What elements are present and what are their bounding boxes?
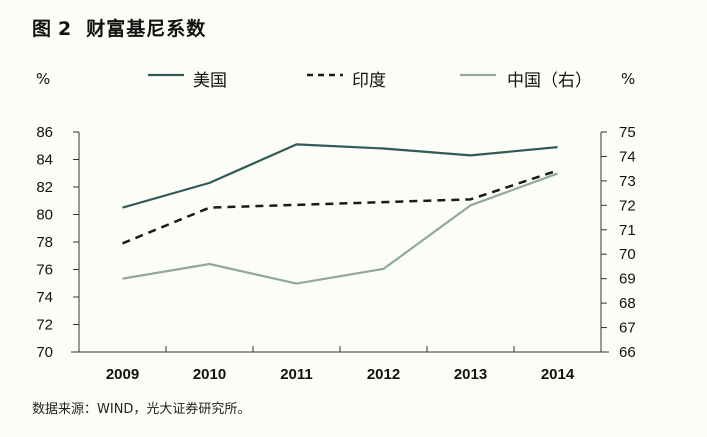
series-line-1	[122, 169, 558, 245]
right-axis-tick-label: 68	[619, 295, 636, 312]
x-axis-tick-label: 2011	[280, 366, 313, 383]
left-axis-tick-label: 82	[36, 179, 53, 196]
right-axis-tick-label: 75	[619, 124, 636, 141]
right-axis-tick-label: 71	[619, 222, 636, 239]
series-line-0	[122, 143, 558, 209]
left-axis-tick-label: 86	[36, 124, 53, 141]
left-axis-tick-label: 74	[36, 289, 53, 306]
left-axis-tick-label: 70	[36, 344, 53, 361]
right-axis-tick-label: 72	[619, 197, 636, 214]
x-axis-tick-label: 2009	[106, 366, 139, 383]
series-line-2	[122, 172, 558, 285]
x-axis-tick-label: 2014	[541, 366, 575, 383]
legend-label-usa: 美国	[193, 71, 227, 91]
right-axis-tick-label: 69	[619, 271, 636, 288]
source-note: 数据来源：WIND，光大证券研究所。	[32, 402, 251, 417]
x-axis-tick-label: 2010	[193, 366, 226, 383]
right-axis-tick-label: 67	[619, 320, 636, 337]
right-axis-tick-label: 70	[619, 246, 636, 263]
chart-title: 图 2 财富基尼系数	[32, 14, 206, 41]
figure-number: 2	[58, 18, 73, 40]
legend-label-india: 印度	[352, 71, 386, 91]
left-axis-tick-label: 78	[36, 234, 53, 251]
left-axis-tick-label: 80	[36, 207, 53, 224]
series-lines	[122, 143, 558, 285]
axes: 70 72 74 76 78 80 82 84 86 66 67 68 69 70 71 72 73 74 75 20…	[36, 124, 635, 383]
left-axis-tick-label: 84	[36, 152, 53, 169]
left-axis-unit: %	[36, 70, 51, 88]
right-axis-unit: %	[621, 70, 636, 88]
figure-label: 图	[32, 18, 53, 40]
right-axis-tick-label: 66	[619, 344, 636, 361]
figure-title: 财富基尼系数	[86, 18, 207, 40]
left-axis-tick-label: 72	[36, 317, 53, 334]
left-axis-tick-label: 76	[36, 262, 53, 279]
right-axis-tick-label: 74	[619, 148, 636, 165]
right-axis-tick-label: 73	[619, 173, 636, 190]
legend-label-china: 中国（右）	[507, 71, 592, 91]
x-axis-tick-label: 2013	[454, 366, 487, 383]
x-axis-tick-label: 2012	[367, 366, 400, 383]
